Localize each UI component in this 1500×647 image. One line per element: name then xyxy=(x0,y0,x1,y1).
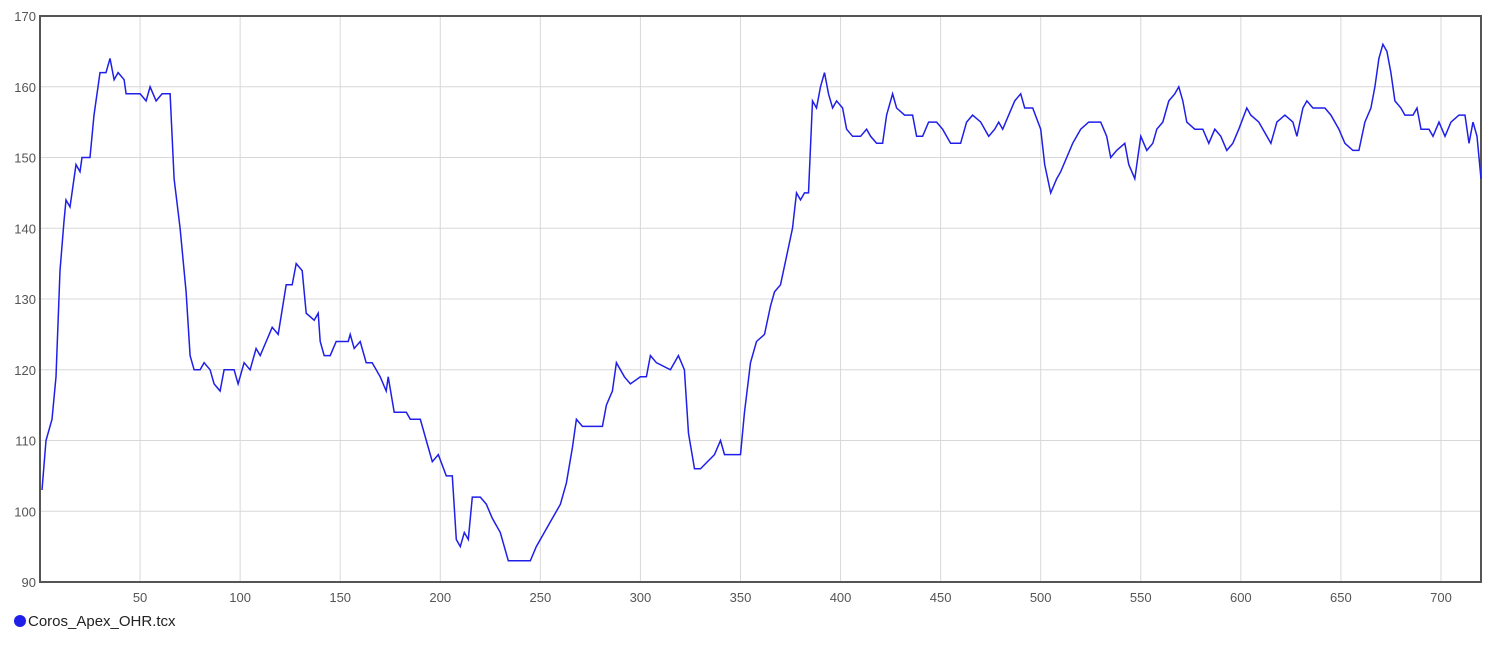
x-tick-label: 700 xyxy=(1430,590,1452,605)
legend-label: Coros_Apex_OHR.tcx xyxy=(28,613,176,630)
x-tick-label: 100 xyxy=(229,590,251,605)
y-tick-label: 170 xyxy=(14,9,36,24)
x-tick-label: 250 xyxy=(529,590,551,605)
x-tick-label: 400 xyxy=(830,590,852,605)
line-series xyxy=(41,42,1482,562)
x-tick-label: 650 xyxy=(1330,590,1352,605)
x-tick-label: 300 xyxy=(630,590,652,605)
x-tick-label: 600 xyxy=(1230,590,1252,605)
plot-frame xyxy=(39,15,1482,583)
x-tick-label: 200 xyxy=(429,590,451,605)
x-tick-label: 500 xyxy=(1030,590,1052,605)
y-tick-label: 160 xyxy=(14,80,36,95)
y-tick-label: 100 xyxy=(14,504,36,519)
y-tick-label: 120 xyxy=(14,363,36,378)
y-tick-label: 140 xyxy=(14,221,36,236)
y-tick-label: 150 xyxy=(14,151,36,166)
legend-marker xyxy=(14,615,26,627)
x-tick-label: 450 xyxy=(930,590,952,605)
x-tick-label: 550 xyxy=(1130,590,1152,605)
y-tick-label: 130 xyxy=(14,292,36,307)
x-tick-label: 150 xyxy=(329,590,351,605)
y-tick-label: 90 xyxy=(22,575,36,590)
x-tick-label: 350 xyxy=(730,590,752,605)
y-tick-label: 110 xyxy=(15,434,36,449)
x-tick-label: 50 xyxy=(133,590,147,605)
